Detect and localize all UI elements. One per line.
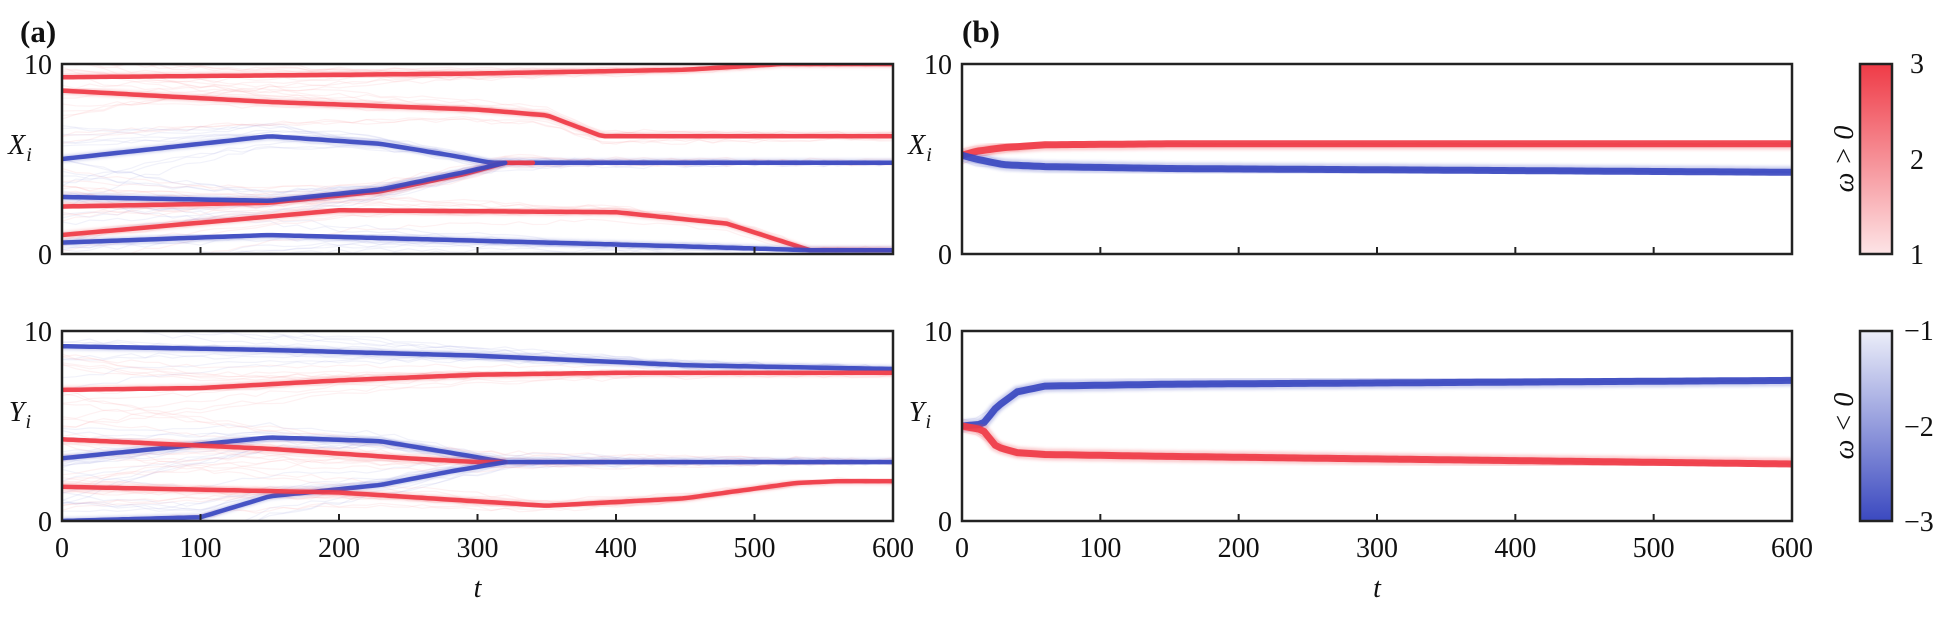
series-line-red-0 [962,140,1792,159]
colorbar-positive-tick-mid: 2 [1910,145,1924,176]
colorbar-positive-gradient [1858,62,1894,256]
y-axis-label-subscript: i [926,144,932,166]
series-line-red-3 [62,437,508,465]
faint-trajectory [161,331,893,370]
faint-trajectory [62,69,893,137]
colorbar-positive: 3 2 1 ω > 0 [1829,49,1924,271]
colorbar-positive-label: ω > 0 [1829,126,1860,193]
series-line-red-5 [62,208,893,253]
faint-trajectory [62,115,893,145]
series-line-red-0 [62,64,893,80]
x-axis-label: t [1373,573,1382,604]
axes-frame [960,329,1794,523]
faint-trajectory [386,249,893,254]
x-tick-label: 500 [734,533,776,564]
series-line-blue-2 [62,134,893,166]
series-line-red-1 [62,88,893,139]
plot-area [62,64,893,254]
panel-a-y-axes: 0 10 Yi 0 100 200 300 400 500 600 t [9,317,914,604]
faint-trajectory [255,461,893,521]
faint-trajectory [206,218,893,254]
y-tick-label: 0 [938,240,952,271]
series-line-blue-0 [62,343,893,372]
panel-b-y-axes: 0 10 Yi 0 100 200 300 400 500 600 t [909,317,1813,604]
y-tick-label: 10 [924,50,952,81]
x-tick-label: 100 [180,533,222,564]
x-tick-label: 300 [457,533,499,564]
colorbar-positive-tick-max: 3 [1910,49,1924,80]
faint-trajectory [62,118,893,145]
x-tick-label: 300 [1356,533,1398,564]
x-tick-label: 600 [872,533,914,564]
series-line-red-1 [962,422,1792,468]
colorbar-positive-tick-min: 1 [1910,240,1924,271]
x-tick-label: 200 [1218,533,1260,564]
series-line-blue-1 [962,151,1792,176]
panel-b-x-axes: 0 10 Xi [907,50,1794,271]
x-tick-label: 600 [1771,533,1813,564]
x-axis-label: t [474,573,483,604]
series-line-blue-0 [962,376,1792,430]
colorbar-negative-gradient [1858,329,1894,523]
y-axis-label: Xi [907,130,932,166]
colorbar-negative-tick-mid: −2 [1904,412,1934,443]
colorbar-negative-label: ω < 0 [1829,393,1860,460]
faint-trajectory [62,392,893,462]
y-axis-label: Yi [9,397,31,433]
x-tick-label: 400 [1494,533,1536,564]
series-line-red-5 [62,478,893,508]
plot-area [62,331,893,521]
colorbar-negative-tick-top: −1 [1904,316,1934,347]
faint-trajectory [62,371,893,428]
panel-a-x-axes: 0 10 Xi [7,50,895,271]
y-tick-label: 10 [24,317,52,348]
series-line-blue-4 [62,160,508,203]
faint-trajectory [532,64,608,65]
panel-label-b: (b) [962,14,1000,49]
plot-area [962,137,1792,179]
y-tick-label: 10 [924,317,952,348]
colorbar-negative-tick-bottom: −3 [1904,507,1934,538]
x-tick-label: 400 [595,533,637,564]
y-axis-label-subscript: i [26,411,32,433]
panel-label-a: (a) [20,14,56,49]
y-tick-label: 0 [38,507,52,538]
series-line-red-1 [62,370,893,393]
y-axis-label-subscript: i [26,144,32,166]
plot-area [962,374,1792,470]
x-tick-label: 200 [318,533,360,564]
faint-trajectory [264,331,893,370]
faint-trajectory [180,64,893,72]
x-tick-label: 0 [55,533,69,564]
x-tick-label: 100 [1079,533,1121,564]
colorbar-negative: −1 −2 −3 ω < 0 [1829,316,1934,538]
x-tick-label: 500 [1633,533,1675,564]
faint-trajectory [62,403,893,462]
x-tick-label: 0 [955,533,969,564]
trajectory-haze [62,331,893,521]
faint-trajectory [62,185,893,252]
y-tick-label: 10 [24,50,52,81]
y-axis-label: Yi [909,397,931,433]
y-axis-label-subscript: i [926,411,932,433]
faint-trajectory [136,331,893,371]
y-axis-label: Xi [7,130,32,166]
y-tick-label: 0 [938,507,952,538]
y-tick-label: 0 [38,240,52,271]
axes-frame [960,62,1794,256]
faint-trajectory [62,461,893,483]
